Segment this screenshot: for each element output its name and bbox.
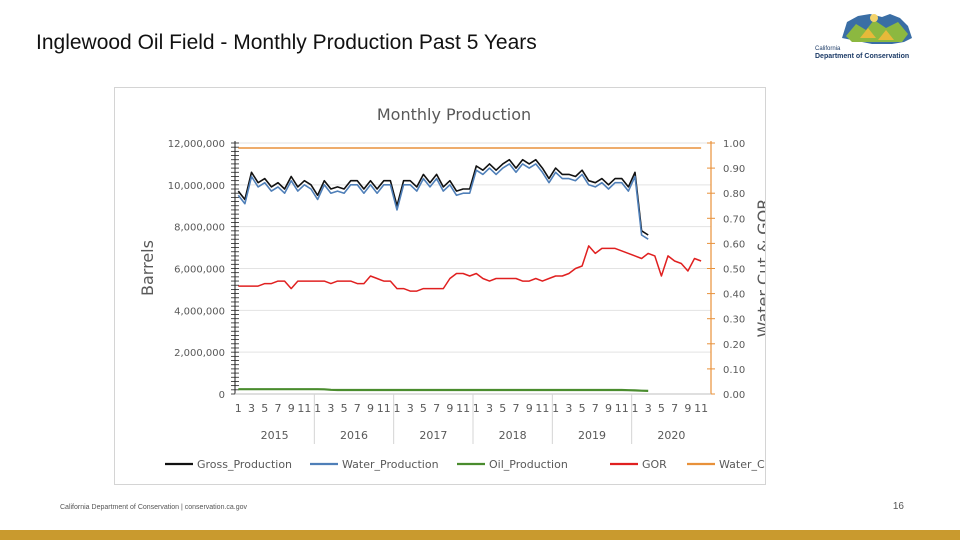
y2-tick-label: 0.10 <box>723 365 745 376</box>
legend-label: Water_Cut <box>719 458 765 471</box>
x-tick-label: 3 <box>645 402 652 415</box>
x-tick-label: 1 <box>235 402 242 415</box>
y-tick-label: 6,000,000 <box>174 265 225 276</box>
y2-tick-label: 0.40 <box>723 290 745 301</box>
x-tick-label: 3 <box>327 402 334 415</box>
page-number: 16 <box>892 501 904 512</box>
y-axis-label: Barrels <box>138 240 157 296</box>
x-tick-label: 9 <box>446 402 453 415</box>
legend-label: Water_Production <box>342 458 439 471</box>
year-label: 2019 <box>578 429 606 442</box>
department-logo <box>842 14 912 44</box>
x-tick-label: 5 <box>420 402 427 415</box>
x-tick-label: 1 <box>631 402 638 415</box>
x-tick-label: 3 <box>248 402 255 415</box>
bottom-bar <box>0 530 960 540</box>
y-tick-label: 12,000,000 <box>168 139 225 150</box>
x-tick-label: 11 <box>615 402 629 415</box>
x-tick-label: 5 <box>658 402 665 415</box>
x-tick-label: 9 <box>367 402 374 415</box>
series-water-production <box>237 163 649 240</box>
y2-tick-label: 0.30 <box>723 315 745 326</box>
logo-line2: Department of Conservation <box>815 53 910 60</box>
y2-tick-label: 0.60 <box>723 239 745 250</box>
y2-tick-label: 0.80 <box>723 189 745 200</box>
x-tick-label: 5 <box>499 402 506 415</box>
x-tick-label: 1 <box>314 402 321 415</box>
y2-axis-label: Water Cut & GOR <box>754 199 765 338</box>
y2-tick-label: 0.50 <box>723 265 745 276</box>
x-tick-label: 3 <box>565 402 572 415</box>
series-gor <box>238 245 702 292</box>
x-tick-label: 11 <box>694 402 708 415</box>
y2-tick-label: 0.00 <box>723 390 745 401</box>
x-tick-label: 1 <box>552 402 559 415</box>
x-tick-label: 1 <box>473 402 480 415</box>
x-tick-label: 3 <box>407 402 414 415</box>
x-tick-label: 9 <box>288 402 295 415</box>
y-tick-label: 8,000,000 <box>174 223 225 234</box>
legend-label: Oil_Production <box>489 458 568 471</box>
footer-text: California Department of Conservation | … <box>60 504 248 511</box>
x-tick-label: 11 <box>377 402 391 415</box>
y-tick-label: 2,000,000 <box>174 348 225 359</box>
y2-tick-label: 0.20 <box>723 340 745 351</box>
x-tick-label: 5 <box>579 402 586 415</box>
slide-title: Inglewood Oil Field - Monthly Production… <box>36 31 537 54</box>
x-tick-label: 5 <box>261 402 268 415</box>
year-label: 2020 <box>657 429 685 442</box>
x-tick-label: 7 <box>512 402 519 415</box>
x-tick-label: 7 <box>433 402 440 415</box>
y2-tick-label: 0.90 <box>723 164 745 175</box>
x-tick-label: 11 <box>297 402 311 415</box>
year-label: 2016 <box>340 429 368 442</box>
x-tick-label: 7 <box>354 402 361 415</box>
x-tick-label: 5 <box>341 402 348 415</box>
x-tick-label: 9 <box>605 402 612 415</box>
y2-tick-label: 1.00 <box>723 139 745 150</box>
legend-label: Gross_Production <box>197 458 292 471</box>
chart-title: Monthly Production <box>377 105 531 124</box>
production-chart: Monthly Production Barrels Water Cut & G… <box>138 105 777 471</box>
x-tick-label: 9 <box>684 402 691 415</box>
x-tick-label: 11 <box>535 402 549 415</box>
legend-label: GOR <box>642 458 667 471</box>
y-tick-label: 4,000,000 <box>174 306 225 317</box>
x-tick-label: 7 <box>274 402 281 415</box>
chart-frame: Monthly Production Barrels Water Cut & G… <box>114 87 777 485</box>
year-label: 2018 <box>499 429 527 442</box>
series-oil-production <box>238 388 649 392</box>
x-tick-label: 7 <box>671 402 678 415</box>
logo-line1: California <box>815 46 841 52</box>
x-tick-label: 3 <box>486 402 493 415</box>
x-tick-label: 9 <box>526 402 533 415</box>
x-tick-label: 7 <box>592 402 599 415</box>
series-gross-production <box>237 158 649 236</box>
x-tick-label: 11 <box>456 402 470 415</box>
y-tick-label: 10,000,000 <box>168 181 225 192</box>
year-label: 2017 <box>419 429 447 442</box>
y-tick-label: 0 <box>219 390 225 401</box>
x-tick-label: 1 <box>393 402 400 415</box>
year-label: 2015 <box>261 429 289 442</box>
y2-tick-label: 0.70 <box>723 214 745 225</box>
